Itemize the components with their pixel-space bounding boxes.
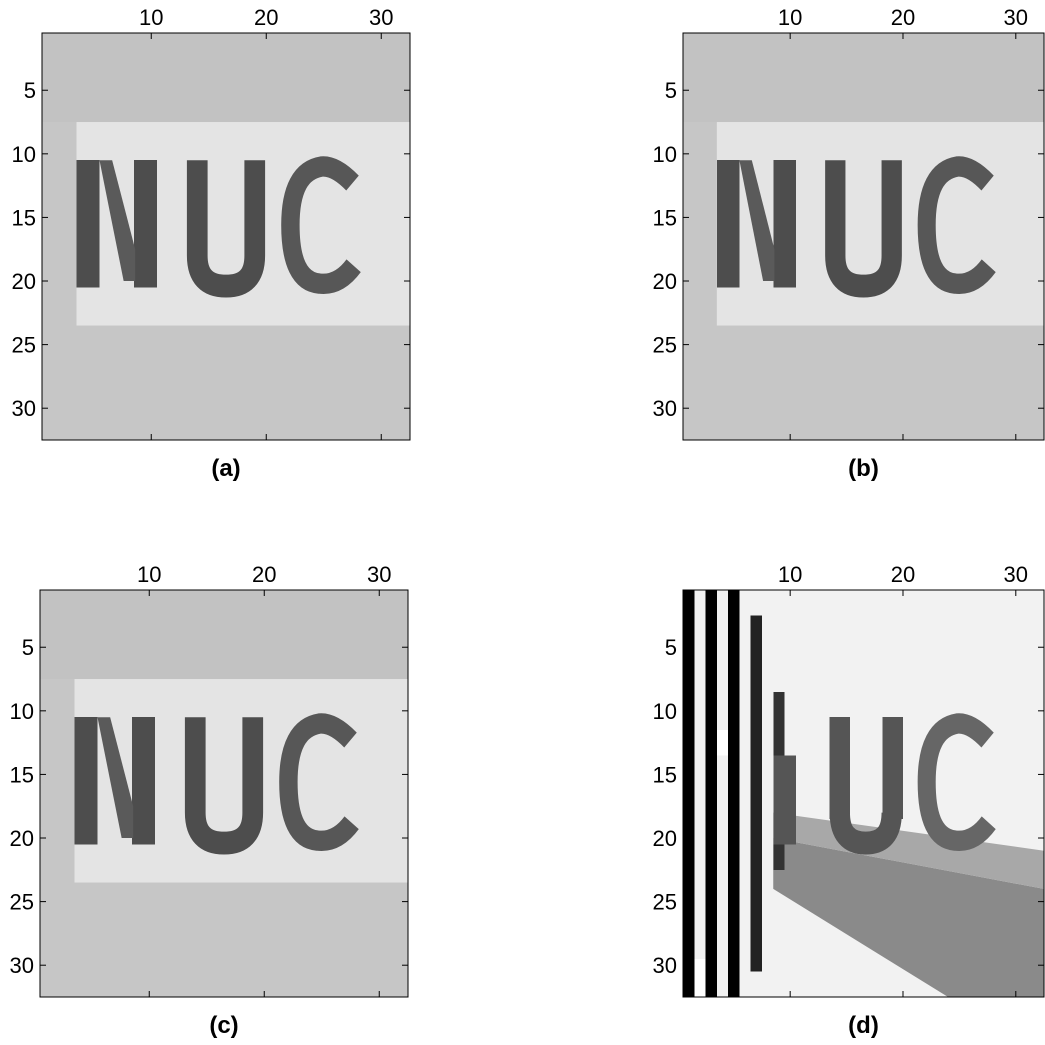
x-tick-label: 10 (137, 562, 161, 587)
y-tick-label: 30 (12, 396, 36, 421)
x-tick-label: 10 (778, 5, 802, 30)
y-tick-label: 5 (24, 78, 36, 103)
y-tick-label: 30 (653, 396, 677, 421)
panel: 10 20 30 5 10 15 20 25 30 (a) (12, 5, 410, 482)
panel-label: (a) (211, 455, 240, 482)
image (683, 33, 1044, 440)
image (42, 33, 410, 440)
x-tick-label: 10 (139, 5, 163, 30)
panel: 10 20 30 5 10 15 20 25 30 (c) (10, 562, 408, 1039)
y-tick-label: 10 (653, 142, 677, 167)
panel-label: (d) (848, 1012, 879, 1039)
y-tick-label: 20 (653, 826, 677, 851)
y-tick-label: 15 (653, 205, 677, 230)
panel: 10 20 30 5 10 15 20 25 30 (d) (653, 562, 1044, 1039)
x-tick-label: 20 (254, 5, 278, 30)
y-tick-label: 15 (12, 205, 36, 230)
y-tick-label: 10 (10, 699, 34, 724)
y-tick-label: 15 (653, 762, 677, 787)
x-tick-label: 20 (891, 562, 915, 587)
x-tick-label: 30 (367, 562, 391, 587)
x-tick-label: 30 (369, 5, 393, 30)
image (683, 590, 1044, 997)
y-tick-label: 25 (12, 333, 36, 358)
panel-label: (b) (848, 455, 879, 482)
y-tick-label: 20 (12, 269, 36, 294)
y-tick-label: 25 (10, 890, 34, 915)
y-tick-label: 25 (653, 333, 677, 358)
x-tick-label: 10 (778, 562, 802, 587)
y-tick-label: 20 (10, 826, 34, 851)
y-tick-label: 30 (653, 953, 677, 978)
x-tick-label: 20 (252, 562, 276, 587)
y-tick-label: 15 (10, 762, 34, 787)
image (40, 590, 408, 997)
y-tick-label: 20 (653, 269, 677, 294)
y-tick-label: 5 (665, 78, 677, 103)
y-tick-label: 5 (665, 635, 677, 660)
panel: 10 20 30 5 10 15 20 25 30 (b) (653, 5, 1044, 482)
x-tick-label: 20 (891, 5, 915, 30)
y-tick-label: 10 (653, 699, 677, 724)
y-tick-label: 5 (22, 635, 34, 660)
y-tick-label: 25 (653, 890, 677, 915)
x-tick-label: 30 (1004, 562, 1028, 587)
y-tick-label: 30 (10, 953, 34, 978)
figure: 10 20 30 5 10 15 20 25 30 (a) 10 20 30 5 10 15 20 25 30 (b)… (0, 0, 1045, 1045)
panel-label: (c) (209, 1012, 238, 1039)
x-tick-label: 30 (1004, 5, 1028, 30)
y-tick-label: 10 (12, 142, 36, 167)
